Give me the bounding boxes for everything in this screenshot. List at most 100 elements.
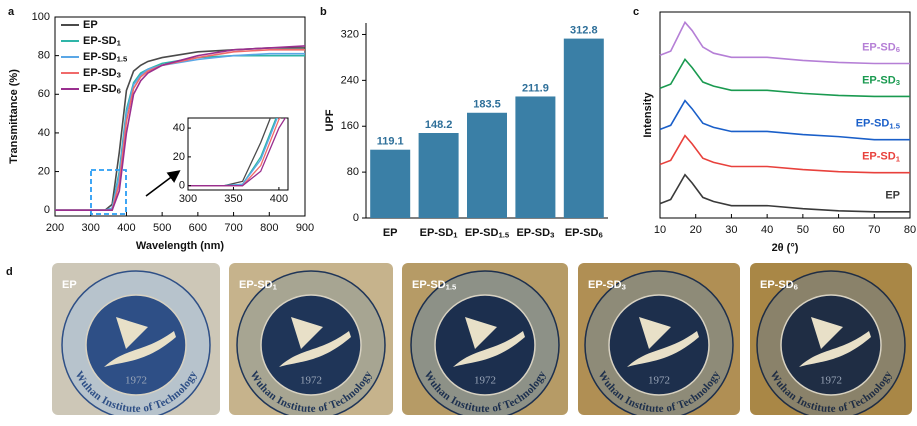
y-tick-label: 240 (341, 74, 359, 86)
x-tick-label: 400 (117, 222, 135, 234)
x-tick-label: 300 (82, 222, 100, 234)
bar (418, 133, 459, 218)
x-tick-label: 10 (654, 224, 666, 236)
zoom-box (90, 169, 127, 215)
emblem-year: 1972 (474, 375, 496, 387)
x-tick-label: 40 (761, 224, 773, 236)
series-line (659, 134, 910, 174)
x-axis-label: Wavelength (nm) (136, 240, 225, 252)
x-tick-label: 500 (153, 222, 171, 234)
series-line (659, 58, 910, 98)
emblem-swoosh (453, 317, 525, 367)
legend-label: EP-SD6 (83, 83, 121, 96)
photo-label: EP-SD6 (760, 279, 798, 292)
x-tick-label: EP-SD3 (516, 227, 554, 240)
plot-frame (54, 16, 306, 217)
series-line (659, 173, 910, 213)
emblem-swoosh (627, 317, 699, 367)
x-tick-label: 30 (725, 224, 737, 236)
panel-label: a (8, 6, 15, 18)
value-label: 148.2 (425, 119, 453, 131)
panel-label: c (633, 6, 639, 18)
x-tick-label: 70 (868, 224, 880, 236)
series-line (55, 45, 306, 211)
series-line (659, 99, 910, 141)
y-tick-label: 100 (32, 11, 50, 23)
emblem-core (434, 294, 536, 396)
emblem-core (85, 294, 187, 396)
emblem-core (260, 294, 362, 396)
inset-line (188, 118, 287, 187)
bar (563, 38, 604, 218)
value-label: 119.1 (377, 136, 404, 148)
inset-y-tick-label: 0 (179, 180, 185, 192)
panel-label: b (320, 6, 327, 18)
inset-y-tick-label: 20 (173, 151, 185, 163)
bar (467, 112, 507, 218)
legend-label: EP-SD1.5 (83, 51, 128, 64)
series-group (659, 20, 910, 213)
panel-label: d (6, 266, 13, 278)
x-tick-label: 80 (904, 224, 916, 236)
value-label: 312.8 (570, 25, 598, 37)
photo-label: EP-SD3 (588, 279, 626, 292)
x-tick-label: EP-SD6 (565, 227, 603, 240)
legend-label: EP (83, 19, 98, 31)
x-axis-label: 2θ (°) (772, 242, 799, 254)
y-axis-label: Transmittance (%) (8, 69, 20, 164)
inset-x-tick-label: 300 (179, 193, 197, 205)
inset-series (188, 118, 287, 187)
x-tick-label: 60 (832, 224, 844, 236)
y-tick-label: 20 (38, 165, 50, 177)
series-group (55, 45, 306, 211)
value-label: 183.5 (473, 99, 501, 111)
emblem-year: 1972 (125, 375, 147, 387)
y-axis-label: UPF (324, 109, 336, 131)
y-tick-label: 80 (347, 166, 359, 178)
y-tick-label: 0 (44, 204, 50, 216)
plot-frame (659, 11, 911, 219)
emblem-core (608, 294, 710, 396)
x-tick-label: EP (383, 227, 398, 239)
legend-label: EP-SD3 (83, 67, 121, 80)
y-tick-label: 60 (38, 88, 50, 100)
emblem-year: 1972 (648, 375, 670, 387)
series-label: EP-SD3 (862, 74, 900, 87)
series-label: EP (885, 190, 900, 202)
value-label: 211.9 (522, 82, 549, 94)
bar (370, 149, 411, 218)
emblem-swoosh (279, 317, 351, 367)
emblem-year: 1972 (820, 375, 842, 387)
inset-x-tick-label: 400 (270, 193, 288, 205)
x-tick-label: 900 (296, 222, 314, 234)
series-label: EP-SD1 (862, 151, 901, 164)
photo-label: EP (62, 279, 77, 291)
emblem-swoosh (799, 317, 871, 367)
emblem-swoosh (104, 317, 176, 367)
y-tick-label: 0 (353, 212, 359, 224)
legend-label: EP-SD1 (83, 35, 122, 48)
photo-label: EP-SD1.5 (412, 279, 457, 292)
x-tick-label: 700 (224, 222, 242, 234)
y-tick-label: 320 (341, 28, 359, 40)
photo-label: EP-SD1 (239, 279, 278, 292)
x-tick-label: EP-SD1 (420, 227, 459, 240)
x-tick-label: 20 (690, 224, 702, 236)
y-axis-label: Intensity (642, 92, 654, 138)
series-line (659, 20, 910, 65)
x-tick-label: EP-SD1.5 (465, 227, 510, 240)
x-tick-label: 200 (46, 222, 64, 234)
x-tick-label: 600 (189, 222, 207, 234)
inset-y-tick-label: 40 (173, 122, 185, 134)
y-tick-label: 40 (38, 127, 50, 139)
x-tick-label: 50 (797, 224, 809, 236)
series-label: EP-SD1.5 (856, 118, 901, 131)
emblem-year: 1972 (300, 375, 322, 387)
y-tick-label: 160 (341, 120, 359, 132)
